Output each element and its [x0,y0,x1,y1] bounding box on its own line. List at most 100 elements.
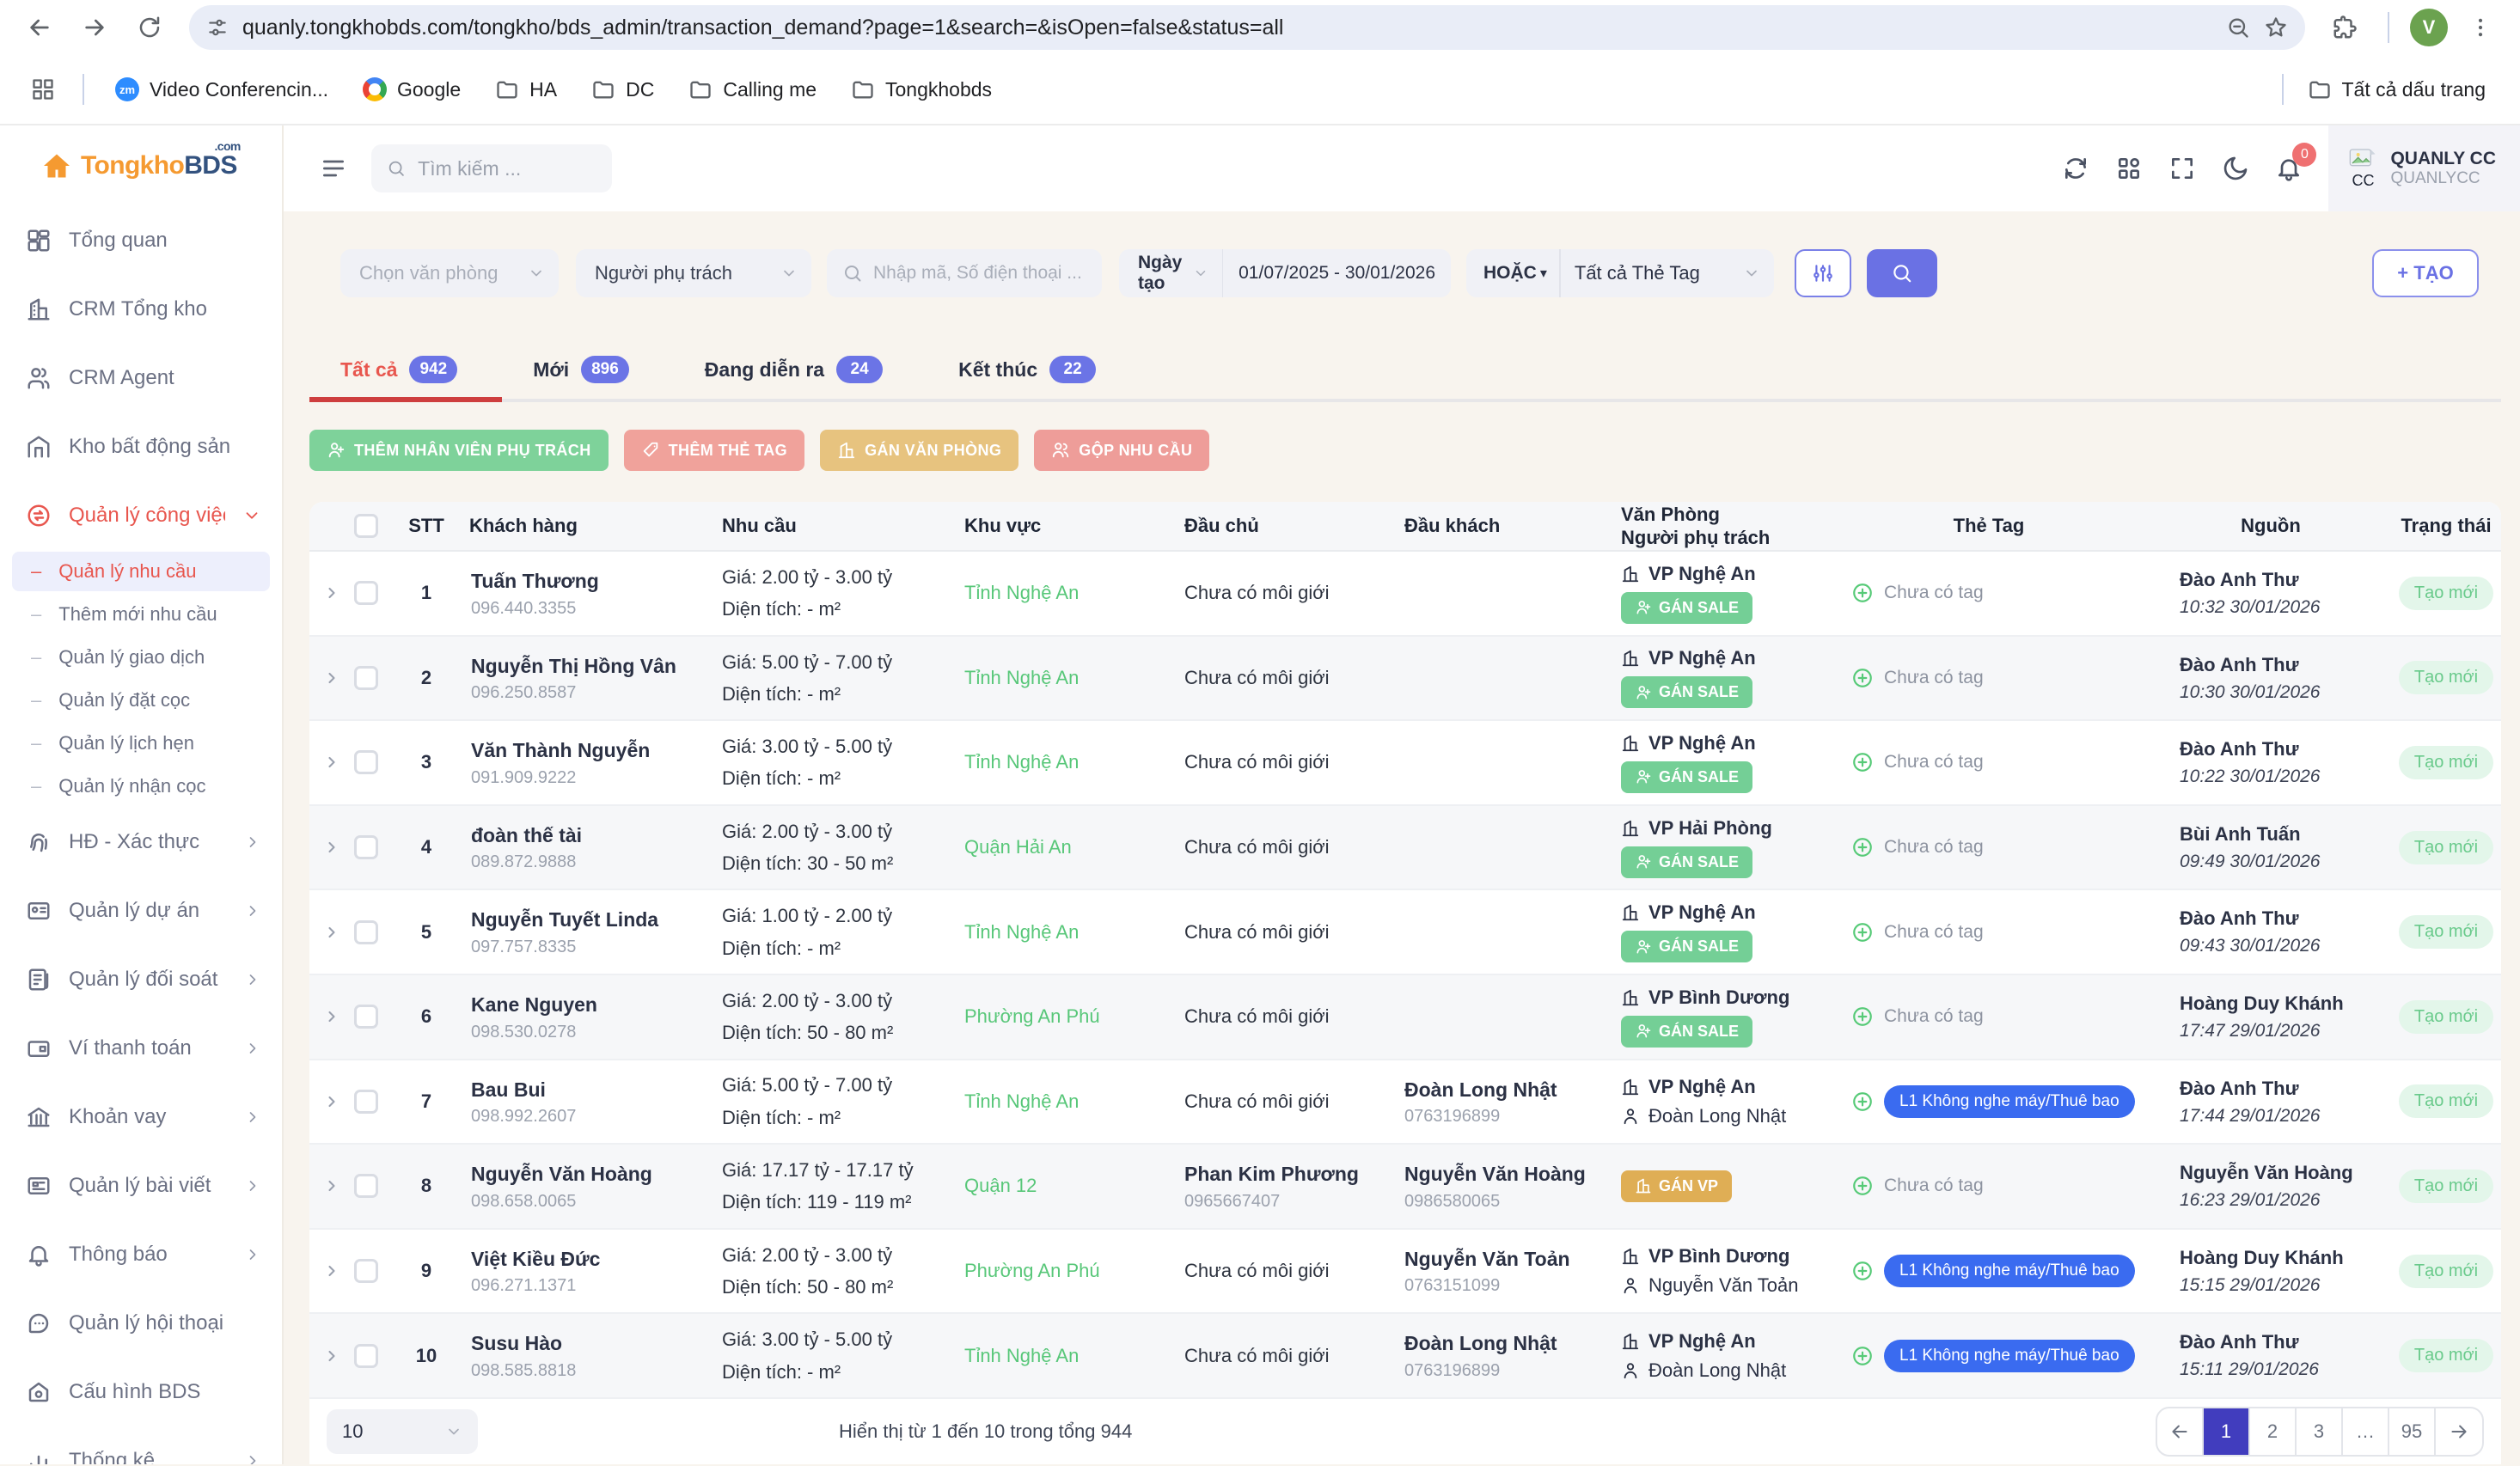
row-expand-icon[interactable] [309,754,354,771]
apps-grid-icon[interactable] [21,67,65,112]
sidebar-item-thong-ke[interactable]: Thống kê [0,1426,282,1464]
tag-badge[interactable]: L1 Không nghe máy/Thuê bao [1884,1084,2135,1118]
region-link[interactable]: Quận Hải An [964,836,1072,858]
bookmark-video-conferencing[interactable]: zm Video Conferencin... [101,70,342,108]
sidebar-item-quan-ly-cong-viec[interactable]: Quản lý công việc [0,481,282,550]
tab-ket-thuc[interactable]: Kết thúc 22 [927,356,1141,399]
row-checkbox[interactable] [354,1343,378,1368]
region-link[interactable]: Tỉnh Nghệ An [964,1090,1080,1112]
customer-name[interactable]: Bau Bui [471,1078,546,1101]
region-link[interactable]: Tỉnh Nghệ An [964,751,1080,773]
bookmark-calling-me[interactable]: Calling me [675,70,830,108]
row-expand-icon[interactable] [309,1008,354,1025]
tab-moi[interactable]: Mới 896 [502,356,674,399]
browser-menu-icon[interactable] [2458,5,2503,50]
sidebar-subitem-quan-ly-lich-hen[interactable]: – Quản lý lịch hẹn [31,732,195,754]
row-checkbox[interactable] [354,665,378,690]
sidebar-item-quan-ly-doi-soat[interactable]: Quản lý đối soát [0,945,282,1014]
region-link[interactable]: Tỉnh Nghệ An [964,1344,1080,1366]
tag-badge[interactable]: L1 Không nghe máy/Thuê bao [1884,1339,2135,1372]
row-expand-icon[interactable] [309,924,354,941]
row-checkbox[interactable] [354,1089,378,1114]
fullscreen-icon[interactable] [2168,155,2196,182]
assignee-select[interactable]: Người phụ trách [576,249,811,297]
sidebar-item-hd-xac-thuc[interactable]: HĐ - Xác thực [0,808,282,877]
code-phone-search[interactable] [827,249,1102,297]
merge-demand-button[interactable]: GỘP NHU CẦU [1034,430,1210,471]
add-tag-icon[interactable] [1851,667,1874,689]
tab-dang-dien-ra[interactable]: Đang diễn ra 24 [674,356,927,399]
add-tag-icon[interactable] [1851,921,1874,944]
logic-select[interactable]: HOẶC ▾ [1483,263,1547,283]
add-tag-icon[interactable] [1851,836,1874,858]
sidebar-subitem-quan-ly-nhu-cau[interactable]: – Quản lý nhu cầu [0,550,282,593]
select-all-checkbox[interactable] [354,514,378,538]
add-tag-icon[interactable] [1851,1345,1874,1367]
status-badge[interactable]: Tạo mới [2398,1339,2494,1373]
bookmark-dc[interactable]: DC [578,70,668,108]
status-badge[interactable]: Tạo mới [2398,1169,2494,1203]
code-phone-search-input[interactable] [873,263,1088,284]
customer-name[interactable]: Susu Hào [471,1332,563,1355]
sidebar-item-crm-agent[interactable]: CRM Agent [0,344,282,412]
region-link[interactable]: Phường An Phú [964,1005,1100,1028]
row-checkbox[interactable] [354,919,378,944]
browser-profile-avatar[interactable]: V [2410,9,2448,46]
row-expand-icon[interactable] [309,839,354,856]
sync-icon[interactable] [2062,155,2089,182]
status-badge[interactable]: Tạo mới [2398,661,2494,695]
url-text[interactable]: quanly.tongkhobds.com/tongkho/bds_admin/… [242,15,1284,40]
region-link[interactable]: Tỉnh Nghệ An [964,582,1080,604]
row-checkbox[interactable] [354,581,378,606]
date-range-value[interactable]: 01/07/2025 - 30/01/2026 [1239,263,1435,283]
advanced-filter-button[interactable] [1795,249,1851,297]
gan-vp-button[interactable]: GÁN VP [1621,1170,1733,1202]
tag-badge[interactable]: L1 Không nghe máy/Thuê bao [1884,1255,2135,1288]
sidebar-item-thong-bao[interactable]: Thông báo [0,1220,282,1289]
customer-name[interactable]: Tuấn Thương [471,570,599,593]
row-expand-icon[interactable] [309,669,354,687]
row-checkbox[interactable] [354,750,378,775]
menu-toggle-icon[interactable] [320,155,347,182]
extensions-icon[interactable] [2322,5,2367,50]
page-button-1[interactable]: 1 [2204,1408,2250,1455]
customer-name[interactable]: Nguyễn Văn Hoàng [471,1163,652,1186]
sidebar-item-vi-thanh-toan[interactable]: Ví thanh toán [0,1014,282,1083]
row-expand-icon[interactable] [309,1177,354,1194]
sidebar-item-quan-ly-du-an[interactable]: Quản lý dự án [0,877,282,945]
status-badge[interactable]: Tạo mới [2398,576,2494,610]
gan-sale-button[interactable]: GÁN SALE [1621,760,1753,793]
reload-button[interactable] [127,5,172,50]
address-bar[interactable]: quanly.tongkhobds.com/tongkho/bds_admin/… [189,5,2305,50]
global-search[interactable] [371,144,612,192]
tag-filter[interactable]: HOẶC ▾ Tất cả Thẻ Tag [1466,249,1774,297]
status-badge[interactable]: Tạo mới [2398,999,2494,1034]
bookmark-google[interactable]: Google [349,70,474,108]
customer-name[interactable]: đoàn thế tài [471,823,583,846]
row-checkbox[interactable] [354,1174,378,1199]
add-tag-icon[interactable] [1851,751,1874,773]
row-checkbox[interactable] [354,1259,378,1284]
back-button[interactable] [17,5,62,50]
sidebar-item-tong-quan[interactable]: Tổng quan [0,206,282,275]
row-expand-icon[interactable] [309,1347,354,1365]
date-type-select[interactable]: Ngày tạo [1119,253,1222,294]
prev-page-button[interactable] [2157,1408,2204,1455]
gan-sale-button[interactable]: GÁN SALE [1621,846,1753,878]
row-checkbox[interactable] [354,1005,378,1029]
row-expand-icon[interactable] [309,584,354,602]
dark-mode-icon[interactable] [2222,155,2249,182]
row-expand-icon[interactable] [309,1262,354,1280]
gan-sale-button[interactable]: GÁN SALE [1621,931,1753,963]
customer-name[interactable]: Kane Nguyen [471,993,597,1017]
sidebar-item-kho-bat-dong-san[interactable]: Kho bất động sản [0,412,282,481]
add-tag-icon[interactable] [1851,1005,1874,1028]
next-page-button[interactable] [2436,1408,2482,1455]
tab-tat-ca[interactable]: Tất cả 942 [309,356,503,402]
status-badge[interactable]: Tạo mới [2398,745,2494,779]
row-expand-icon[interactable] [309,1093,354,1110]
user-menu[interactable]: CC QUANLY CC QUANLYCC [2328,125,2520,211]
forward-button[interactable] [72,5,117,50]
add-tag-icon[interactable] [1851,582,1874,604]
add-tag-button[interactable]: THÊM THẺ TAG [623,430,805,471]
